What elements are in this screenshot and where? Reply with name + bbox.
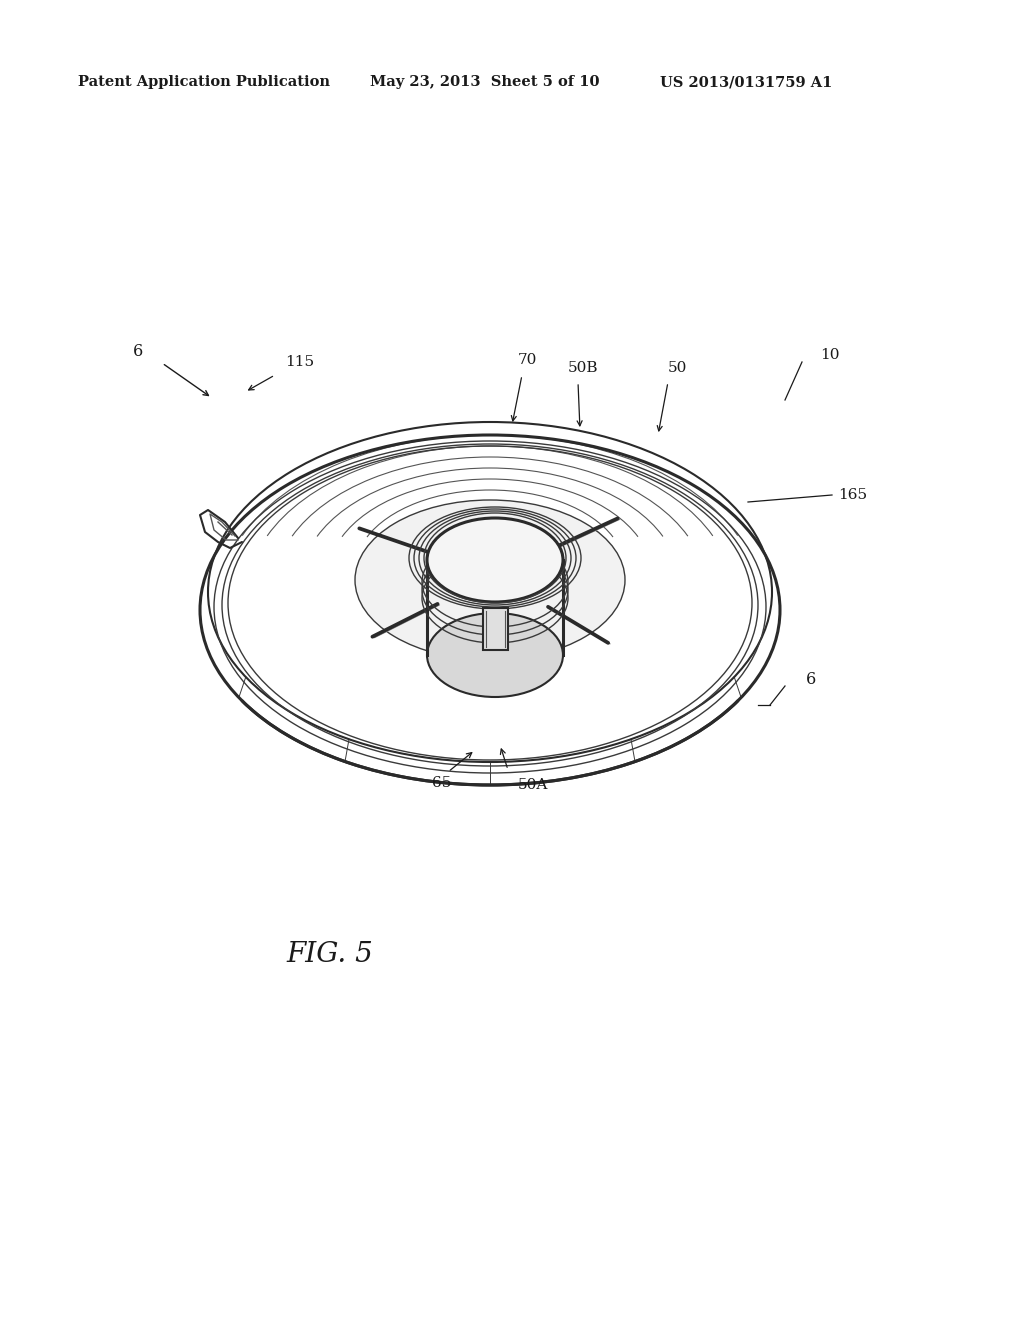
Text: 70: 70 [518, 352, 538, 367]
Text: 50: 50 [668, 360, 687, 375]
Text: 65: 65 [432, 776, 452, 789]
Text: Patent Application Publication: Patent Application Publication [78, 75, 330, 88]
Text: US 2013/0131759 A1: US 2013/0131759 A1 [660, 75, 833, 88]
Text: 6: 6 [133, 343, 143, 360]
Text: 6: 6 [806, 672, 816, 689]
Ellipse shape [427, 517, 563, 602]
Text: FIG. 5: FIG. 5 [287, 941, 374, 969]
Bar [482, 609, 508, 649]
Text: 10: 10 [820, 348, 840, 362]
Text: 50A: 50A [518, 777, 549, 792]
Text: 115: 115 [285, 355, 314, 370]
Text: May 23, 2013  Sheet 5 of 10: May 23, 2013 Sheet 5 of 10 [370, 75, 599, 88]
Text: 50B: 50B [568, 360, 598, 375]
Text: 165: 165 [838, 488, 867, 502]
Ellipse shape [355, 500, 625, 660]
Ellipse shape [427, 612, 563, 697]
